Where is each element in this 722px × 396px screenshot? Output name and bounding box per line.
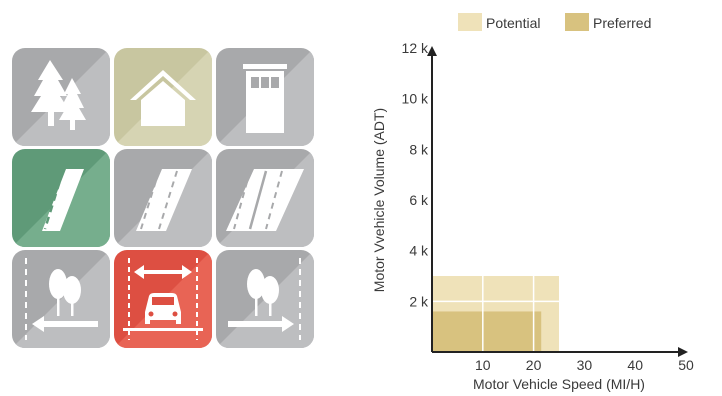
chart-legend: Potential Preferred	[458, 13, 651, 31]
chart-regions	[432, 276, 559, 352]
y-tick-label: 8 k	[409, 141, 429, 157]
legend-swatch-potential	[458, 13, 482, 31]
y-tick-label: 10 k	[402, 91, 429, 107]
x-tick-label: 40	[627, 357, 643, 373]
tile-road-shared-lane[interactable]	[114, 149, 212, 247]
chart-canvas: Potential Preferred 10 20 30 40 50 2 k 4 k 6 k 8 …	[371, 13, 694, 392]
y-tick-label: 2 k	[409, 293, 429, 309]
tile-road-multi-lane[interactable]	[216, 149, 314, 247]
y-axis-title: Motor Vvehicle Volume (ADT)	[371, 108, 387, 292]
chart-axes	[427, 46, 688, 357]
y-tick-label: 6 k	[409, 192, 429, 208]
road-shared-lane-icon	[114, 149, 212, 247]
x-tick-label: 50	[678, 357, 694, 373]
tile-trees-right-arrow[interactable]	[216, 250, 314, 348]
building-icon	[216, 48, 314, 146]
trees-icon	[12, 48, 110, 146]
x-axis-title: Motor Vehicle Speed (MI/H)	[473, 376, 645, 392]
y-tick-label: 4 k	[409, 243, 429, 259]
house-icon	[114, 48, 212, 146]
tile-house[interactable]	[114, 48, 212, 146]
trees-left-arrow-icon	[12, 250, 110, 348]
chart-ticks: 10 20 30 40 50 2 k 4 k 6 k 8 k 10 k 12 k	[402, 40, 694, 373]
x-axis-arrow	[678, 347, 688, 357]
region-preferred	[432, 311, 542, 352]
tile-car-lane-width[interactable]	[114, 250, 212, 348]
road-two-lane-icon	[12, 149, 110, 247]
x-tick-label: 20	[526, 357, 542, 373]
y-tick-label: 12 k	[402, 40, 429, 56]
road-multi-lane-icon	[216, 149, 314, 247]
legend-label-potential: Potential	[486, 15, 540, 31]
speed-volume-chart: Potential Preferred 10 20 30 40 50 2 k 4 k 6 k 8 …	[360, 0, 722, 396]
street-type-icon-grid	[12, 48, 315, 348]
trees-right-arrow-icon	[216, 250, 314, 348]
x-tick-label: 30	[577, 357, 593, 373]
legend-swatch-preferred	[565, 13, 589, 31]
tile-trees-left-arrow[interactable]	[12, 250, 110, 348]
tile-building[interactable]	[216, 48, 314, 146]
x-tick-label: 10	[475, 357, 491, 373]
car-lane-width-icon	[114, 250, 212, 348]
tile-road-two-lane[interactable]	[12, 149, 110, 247]
legend-label-preferred: Preferred	[593, 15, 651, 31]
y-axis-arrow	[427, 46, 437, 56]
tile-trees[interactable]	[12, 48, 110, 146]
